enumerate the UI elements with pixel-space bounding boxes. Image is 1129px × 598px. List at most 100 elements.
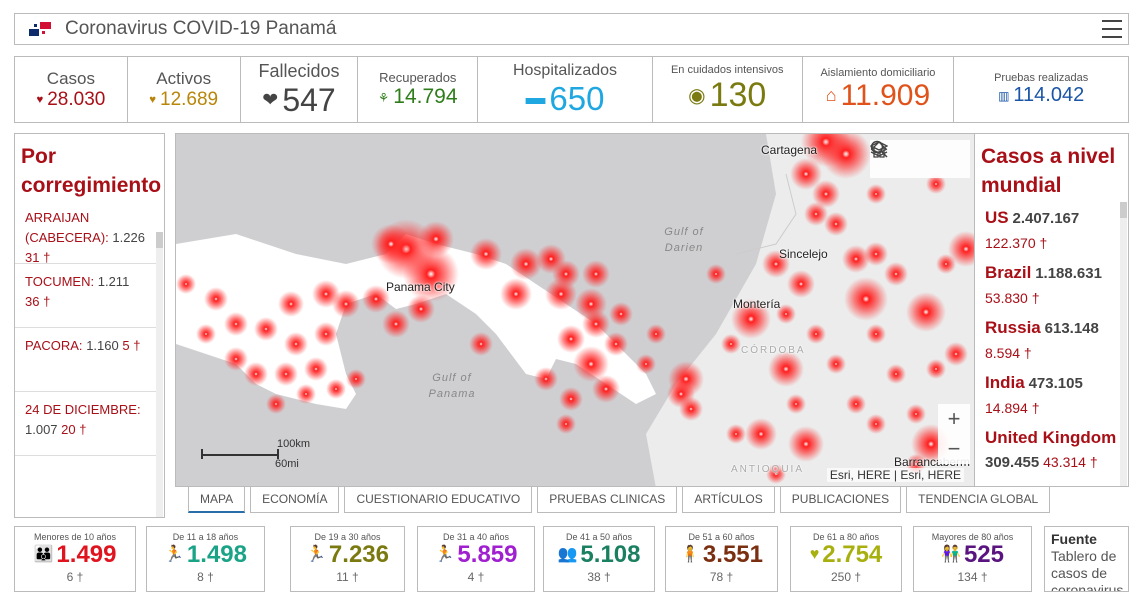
case-cluster-marker[interactable] <box>786 394 806 414</box>
case-cluster-marker[interactable] <box>326 379 346 399</box>
case-cluster-marker[interactable] <box>636 354 656 374</box>
case-cluster-marker[interactable] <box>731 299 771 339</box>
case-cluster-marker[interactable] <box>204 287 228 311</box>
case-cluster-marker[interactable] <box>244 362 268 386</box>
tab-tendencia-global[interactable]: TENDENCIA GLOBAL <box>906 487 1051 513</box>
case-cluster-marker[interactable] <box>866 414 886 434</box>
case-cluster-marker[interactable] <box>556 414 576 434</box>
case-cluster-marker[interactable] <box>906 404 926 424</box>
case-cluster-marker[interactable] <box>196 324 216 344</box>
case-cluster-marker[interactable] <box>886 364 906 384</box>
tab-economía[interactable]: ECONOMÍA <box>250 487 340 513</box>
case-cluster-marker[interactable] <box>842 245 870 273</box>
case-cluster-marker[interactable] <box>266 394 286 414</box>
case-cluster-marker[interactable] <box>470 238 502 270</box>
case-cluster-marker[interactable] <box>469 332 493 356</box>
case-cluster-marker[interactable] <box>382 310 410 338</box>
case-cluster-marker[interactable] <box>926 359 946 379</box>
case-cluster-marker[interactable] <box>552 260 580 288</box>
list-item[interactable]: US 2.407.167 122.370 † <box>975 200 1128 255</box>
case-cluster-marker[interactable] <box>948 231 975 267</box>
list-item[interactable]: ARRAIJAN (CABECERA): 1.226 31 † <box>15 200 157 265</box>
list-item[interactable]: TOCUMEN: 1.211 36 † <box>15 264 157 328</box>
case-cluster-marker[interactable] <box>224 312 248 336</box>
layers-icon[interactable] <box>870 140 888 158</box>
list-item[interactable]: Brazil 1.188.631 53.830 † <box>975 255 1128 310</box>
case-cluster-marker[interactable] <box>224 347 248 371</box>
case-cluster-marker[interactable] <box>304 357 328 381</box>
case-cluster-marker[interactable] <box>403 246 459 302</box>
case-cluster-marker[interactable] <box>726 424 746 444</box>
case-cluster-marker[interactable] <box>844 277 888 321</box>
case-cluster-marker[interactable] <box>418 221 454 257</box>
case-cluster-marker[interactable] <box>559 387 583 411</box>
case-cluster-marker[interactable] <box>254 317 278 341</box>
case-cluster-marker[interactable] <box>609 302 633 326</box>
list-item[interactable]: United Kingdom 309.455 43.314 † <box>975 420 1128 475</box>
case-cluster-marker[interactable] <box>846 394 866 414</box>
case-cluster-marker[interactable] <box>582 310 610 338</box>
case-cluster-marker[interactable] <box>274 362 298 386</box>
list-item[interactable]: India 473.105 14.894 † <box>975 365 1128 420</box>
scrollbar[interactable] <box>156 232 163 517</box>
map-canvas[interactable] <box>176 134 975 487</box>
case-cluster-marker[interactable] <box>864 242 888 266</box>
case-cluster-marker[interactable] <box>745 418 777 450</box>
case-cluster-marker[interactable] <box>646 324 666 344</box>
case-cluster-marker[interactable] <box>371 224 411 264</box>
case-cluster-marker[interactable] <box>824 212 848 236</box>
tab-mapa[interactable]: MAPA <box>188 487 246 513</box>
case-cluster-marker[interactable] <box>500 278 532 310</box>
case-cluster-marker[interactable] <box>346 369 366 389</box>
case-cluster-marker[interactable] <box>534 367 558 391</box>
case-cluster-marker[interactable] <box>284 332 308 356</box>
tab-cuestionario-educativo[interactable]: CUESTIONARIO EDUCATIVO <box>344 487 533 513</box>
map-view[interactable]: Panama City Cartagena Sincelejo Montería… <box>175 133 975 487</box>
list-item[interactable]: Russia 613.148 8.594 † <box>975 310 1128 365</box>
case-cluster-marker[interactable] <box>787 270 815 298</box>
case-cluster-marker[interactable] <box>582 260 610 288</box>
case-cluster-marker[interactable] <box>776 304 796 324</box>
zoom-out-button[interactable]: − <box>947 436 961 461</box>
case-cluster-marker[interactable] <box>721 334 741 354</box>
case-cluster-marker[interactable] <box>332 290 360 318</box>
case-cluster-marker[interactable] <box>362 285 390 313</box>
case-cluster-marker[interactable] <box>706 264 726 284</box>
case-cluster-marker[interactable] <box>788 426 824 462</box>
case-cluster-marker[interactable] <box>826 354 846 374</box>
list-item[interactable]: 24 DE DICIEMBRE: 1.007 20 † <box>15 392 157 456</box>
case-cluster-marker[interactable] <box>510 248 542 280</box>
scrollbar[interactable] <box>1120 202 1127 486</box>
case-cluster-marker[interactable] <box>944 342 968 366</box>
case-cluster-marker[interactable] <box>768 351 804 387</box>
case-cluster-marker[interactable] <box>812 180 840 208</box>
tab-artículos[interactable]: ARTÍCULOS <box>682 487 775 513</box>
hamburger-menu-icon[interactable] <box>1102 20 1122 38</box>
case-cluster-marker[interactable] <box>866 184 886 204</box>
case-cluster-marker[interactable] <box>557 325 585 353</box>
case-cluster-marker[interactable] <box>936 254 956 274</box>
case-cluster-marker[interactable] <box>884 262 908 286</box>
case-cluster-marker[interactable] <box>407 295 435 323</box>
case-cluster-marker[interactable] <box>278 291 304 317</box>
case-cluster-marker[interactable] <box>314 322 338 346</box>
zoom-in-button[interactable]: + <box>947 406 961 431</box>
case-cluster-marker[interactable] <box>604 332 628 356</box>
case-cluster-marker[interactable] <box>790 158 822 190</box>
case-cluster-marker[interactable] <box>806 324 826 344</box>
case-cluster-marker[interactable] <box>906 292 946 332</box>
case-cluster-marker[interactable] <box>762 250 790 278</box>
case-cluster-marker[interactable] <box>573 346 609 382</box>
case-cluster-marker[interactable] <box>592 375 620 403</box>
case-cluster-marker[interactable] <box>804 202 828 226</box>
tab-pruebas-clinicas[interactable]: PRUEBAS CLINICAS <box>537 487 678 513</box>
tab-publicaciones[interactable]: PUBLICACIONES <box>779 487 902 513</box>
list-item[interactable]: PACORA: 1.160 5 † <box>15 328 157 392</box>
case-cluster-marker[interactable] <box>926 174 946 194</box>
case-cluster-marker[interactable] <box>176 274 196 294</box>
case-cluster-marker[interactable] <box>679 397 703 421</box>
case-cluster-marker[interactable] <box>296 384 316 404</box>
case-cluster-marker[interactable] <box>866 324 886 344</box>
case-cluster-marker[interactable] <box>821 134 871 179</box>
case-cluster-marker[interactable] <box>766 464 786 484</box>
